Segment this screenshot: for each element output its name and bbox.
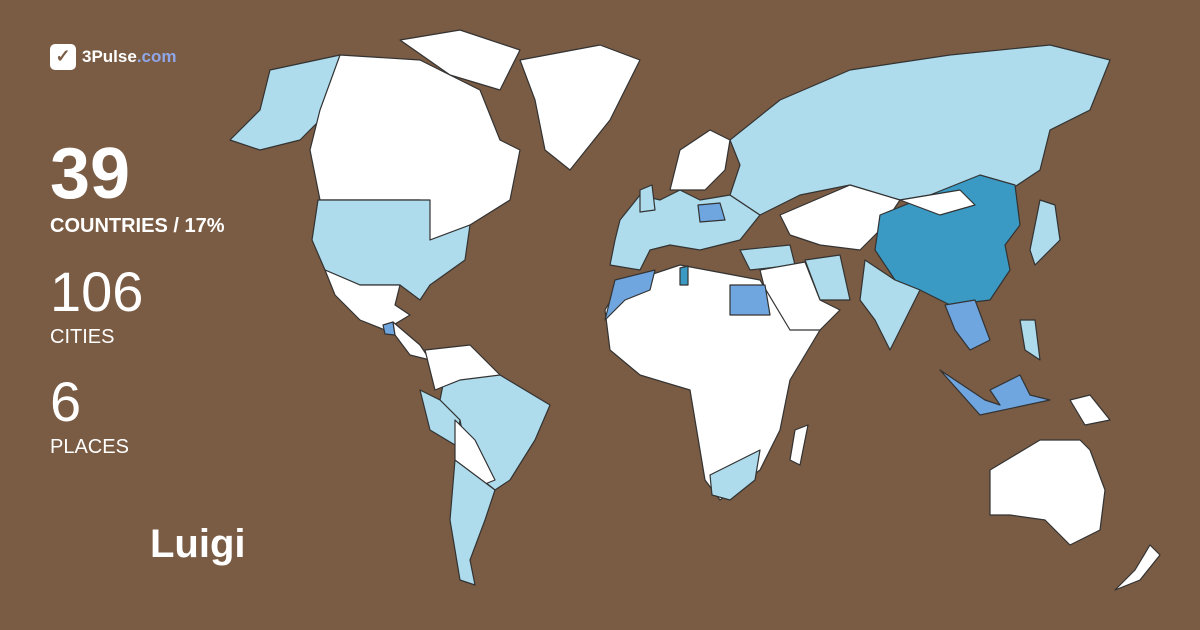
country-india[interactable]	[859, 259, 921, 351]
country-mongolia[interactable]	[899, 189, 976, 216]
country-madagascar[interactable]	[789, 424, 809, 466]
country-russia[interactable]	[729, 44, 1111, 216]
country-usa[interactable]	[311, 199, 471, 301]
places-label: PLACES	[50, 436, 129, 458]
logo-tld: .com	[136, 46, 177, 66]
country-central-america[interactable]	[392, 321, 431, 361]
country-argentina[interactable]	[449, 459, 496, 586]
country-vietnam-thailand[interactable]	[944, 299, 991, 351]
cities-count: 106	[50, 260, 144, 323]
countries-count: 39	[50, 134, 131, 214]
country-uk[interactable]	[639, 184, 656, 213]
user-name: Luigi	[150, 522, 246, 566]
country-japan[interactable]	[1029, 199, 1061, 266]
country-poland[interactable]	[697, 202, 726, 223]
country-new-zealand[interactable]	[1114, 544, 1161, 591]
country-colombia-venezuela[interactable]	[424, 344, 501, 391]
logo[interactable]: ✓ 3Pulse .com	[50, 44, 177, 70]
country-greenland[interactable]	[519, 44, 641, 171]
logo-check-icon: ✓	[50, 44, 76, 70]
logo-brand: 3Pulse	[82, 46, 137, 66]
country-tunisia[interactable]	[679, 265, 689, 286]
country-scandinavia[interactable]	[669, 129, 731, 191]
country-australia[interactable]	[989, 439, 1106, 546]
country-south-africa[interactable]	[709, 449, 761, 501]
country-morocco[interactable]	[604, 269, 656, 321]
cities-label: CITIES	[50, 326, 115, 348]
region-central-asia[interactable]	[779, 184, 901, 251]
region-europe[interactable]	[609, 189, 761, 271]
places-count: 6	[50, 370, 82, 433]
country-philippines[interactable]	[1019, 319, 1041, 361]
country-indonesia[interactable]	[939, 369, 1051, 416]
country-canada-islands[interactable]	[399, 29, 521, 91]
country-mexico[interactable]	[324, 269, 411, 331]
country-egypt[interactable]	[729, 284, 771, 316]
country-papua[interactable]	[1069, 394, 1111, 426]
countries-label: COUNTRIES / 17%	[50, 215, 225, 237]
